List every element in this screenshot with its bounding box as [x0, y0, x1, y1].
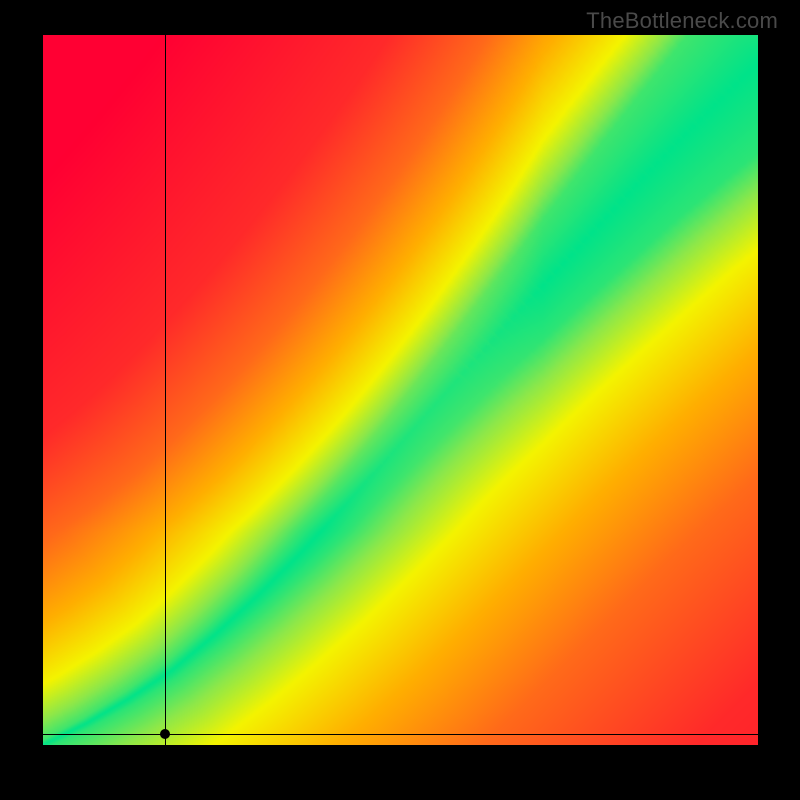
crosshair-horizontal-line [43, 734, 758, 735]
crosshair-vertical-line [165, 35, 166, 745]
heatmap-canvas [43, 35, 758, 745]
watermark-text: TheBottleneck.com [586, 8, 778, 34]
chart-frame: TheBottleneck.com [0, 0, 800, 800]
heatmap-plot-area [43, 35, 758, 745]
crosshair-marker-dot [160, 729, 170, 739]
